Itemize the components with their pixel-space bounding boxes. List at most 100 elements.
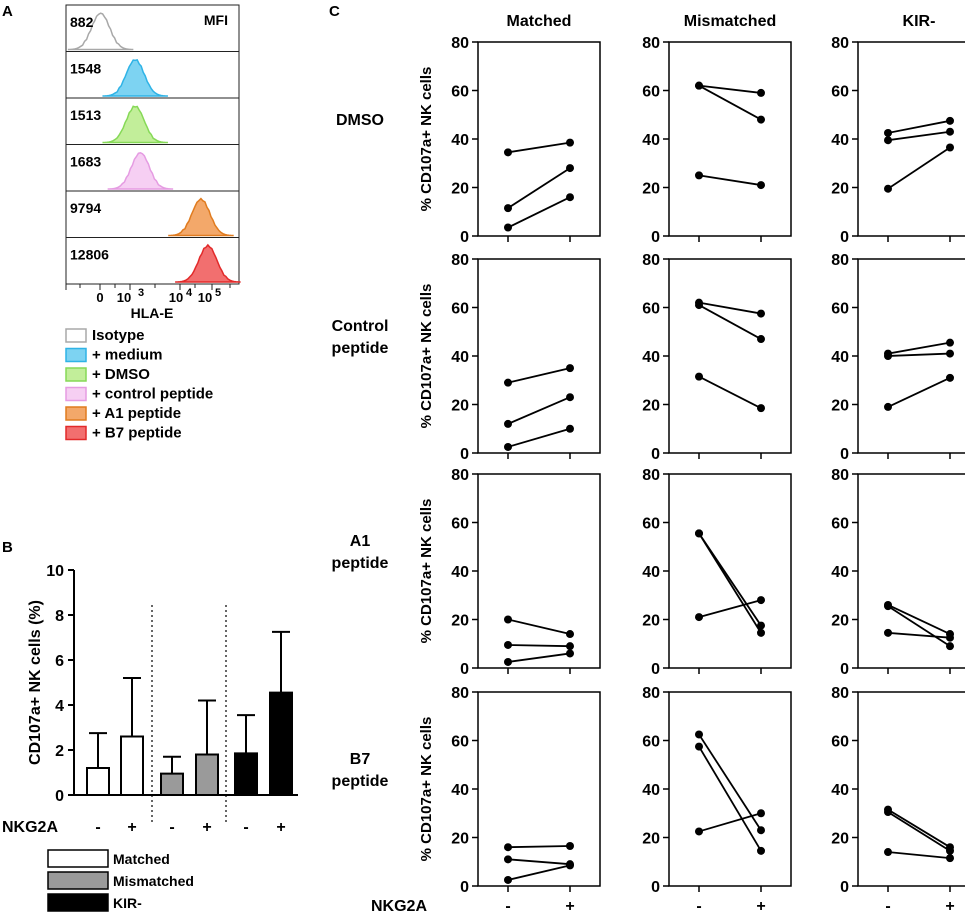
data-point — [504, 148, 512, 157]
histogram-mfi-value: 9794 — [70, 200, 101, 216]
line-y-tick-label: 60 — [831, 734, 849, 751]
line-y-tick-label: 60 — [831, 301, 849, 318]
data-point — [946, 349, 954, 358]
data-point — [566, 164, 574, 173]
data-point — [946, 143, 954, 152]
row-label: DMSO — [336, 112, 384, 129]
bar-legend-label: Mismatched — [113, 873, 194, 889]
data-point — [884, 184, 892, 193]
row-label: peptide — [332, 340, 389, 357]
line-y-tick-label: 40 — [831, 349, 849, 366]
line-x-tick-label: - — [885, 898, 890, 915]
bar — [160, 772, 184, 796]
histogram-legend-swatch — [65, 347, 87, 363]
line-y-tick-label: 40 — [831, 782, 849, 799]
line-y-tick-label: 80 — [831, 35, 849, 52]
line-x-tick-label: + — [756, 898, 765, 915]
bar-x-tick-label: + — [202, 819, 211, 836]
histogram-mfi-value: 1513 — [70, 107, 101, 123]
paired-line — [507, 652, 571, 663]
data-point — [757, 621, 765, 630]
line-y-tick-label: 60 — [451, 734, 469, 751]
paired-line — [698, 733, 762, 831]
paired-line — [507, 858, 571, 866]
line-y-tick-label: 0 — [651, 229, 660, 246]
panel-label-b: B — [2, 539, 13, 556]
line-y-tick-label: 60 — [451, 301, 469, 318]
data-point — [884, 808, 892, 817]
line-y-tick-label: 0 — [651, 446, 660, 463]
data-point — [504, 855, 512, 864]
data-point — [757, 809, 765, 818]
line-y-tick-label: 60 — [642, 516, 660, 533]
line-y-axis-label: % CD107a+ NK cells — [418, 499, 435, 644]
line-x-axis-label: NKG2A — [371, 898, 427, 915]
line-x-tick-label: - — [696, 898, 701, 915]
histogram-legend-label: + control peptide — [92, 386, 213, 403]
line-chart-grid: Matched Mismatched KIR- DMSO % CD107a+ NK ce… — [332, 13, 965, 915]
paired-line — [887, 631, 951, 639]
data-point — [757, 846, 765, 855]
line-plot-frame — [857, 41, 965, 237]
line-y-tick-label: 0 — [840, 229, 849, 246]
histogram-header: MFI — [204, 12, 228, 28]
line-y-tick-label: 60 — [642, 734, 660, 751]
paired-line — [887, 130, 951, 142]
histogram-tick-0: 0 — [96, 290, 103, 305]
line-y-tick-label: 0 — [460, 229, 469, 246]
line-x-tick-label: + — [565, 898, 574, 915]
histogram-peak — [107, 152, 174, 190]
bar-x-tick-label: + — [276, 819, 285, 836]
data-point — [884, 136, 892, 145]
data-point — [695, 171, 703, 180]
histogram-legend-swatch — [65, 386, 87, 402]
line-y-tick-label: 20 — [831, 181, 849, 198]
line-plot-frame — [477, 473, 601, 669]
histogram-tick-exp5: 5 — [215, 287, 221, 299]
bar — [269, 691, 293, 796]
histogram-peak — [67, 12, 134, 51]
paired-line — [507, 396, 571, 425]
bar — [195, 753, 219, 796]
paired-line — [507, 167, 571, 209]
data-point — [504, 419, 512, 428]
data-point — [757, 181, 765, 190]
data-point — [695, 730, 703, 739]
bar-legend-swatch — [47, 893, 109, 912]
data-point — [566, 364, 574, 373]
paired-line — [887, 119, 951, 134]
bar-y-tick-label: 6 — [55, 653, 64, 670]
histogram-legend-label: + B7 peptide — [92, 425, 182, 442]
line-y-tick-label: 60 — [451, 84, 469, 101]
data-point — [946, 373, 954, 382]
bar — [234, 752, 258, 796]
data-point — [946, 854, 954, 863]
data-point — [946, 846, 954, 855]
line-y-tick-label: 40 — [642, 782, 660, 799]
paired-line — [887, 604, 951, 635]
line-y-tick-label: 60 — [831, 84, 849, 101]
line-y-tick-label: 20 — [451, 831, 469, 848]
data-point — [695, 613, 703, 622]
line-y-tick-label: 20 — [642, 613, 660, 630]
line-y-tick-label: 20 — [642, 831, 660, 848]
column-title: Matched — [507, 13, 572, 30]
paired-line — [887, 851, 951, 860]
paired-line — [507, 367, 571, 384]
paired-line — [887, 146, 951, 190]
line-y-axis-label: % CD107a+ NK cells — [418, 284, 435, 429]
data-point — [884, 848, 892, 857]
data-point — [884, 128, 892, 137]
data-point — [504, 843, 512, 852]
line-y-axis-label: % CD107a+ NK cells — [418, 67, 435, 212]
line-y-tick-label: 20 — [831, 398, 849, 415]
histogram-legend-label: + A1 peptide — [92, 405, 181, 422]
line-y-tick-label: 80 — [642, 685, 660, 702]
data-point — [757, 628, 765, 637]
line-y-tick-label: 40 — [451, 564, 469, 581]
line-plot-frame — [668, 473, 792, 669]
line-y-tick-label: 0 — [840, 661, 849, 678]
data-point — [695, 529, 703, 538]
histogram-tick-exp3: 3 — [138, 287, 144, 299]
data-point — [946, 127, 954, 136]
